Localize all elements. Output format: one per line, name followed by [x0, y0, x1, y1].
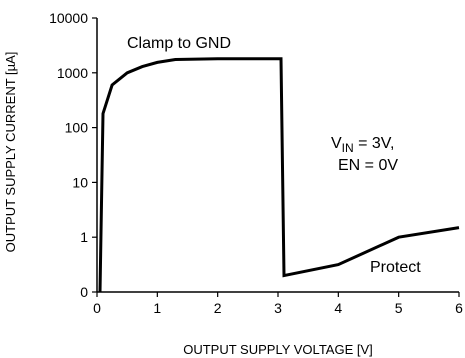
- x-tick-label: 1: [153, 300, 161, 316]
- y-axis-title: OUTPUT SUPPLY CURRENT [µA]: [3, 52, 18, 253]
- x-tick-label: 6: [455, 300, 463, 316]
- annotation-vin-subscript: IN: [342, 141, 354, 155]
- series-line-0: [98, 57, 460, 293]
- annotation-vin-prefix: V: [331, 135, 342, 152]
- annotation-clamp: Clamp to GND: [127, 35, 231, 52]
- x-tick-label: 3: [274, 300, 282, 316]
- x-axis-title: OUTPUT SUPPLY VOLTAGE [V]: [183, 342, 373, 357]
- tick-group: 0 1 10 100 1000 10000 0 1 2 3 4 5 6: [49, 10, 463, 316]
- annotation-protect: Protect: [370, 259, 421, 276]
- annotation-en: EN = 0V: [338, 157, 398, 174]
- y-tick-label: 1000: [57, 65, 88, 81]
- x-tick-label: 5: [395, 300, 403, 316]
- annotation-vin: VIN = 3V,: [331, 135, 394, 155]
- x-tick-label: 0: [93, 300, 101, 316]
- y-tick-label: 1: [80, 229, 88, 245]
- series-group: [98, 57, 460, 293]
- y-tick-label: 0: [80, 284, 88, 300]
- x-tick-label: 4: [334, 300, 342, 316]
- y-tick-label: 100: [65, 120, 89, 136]
- y-tick-label: 10: [72, 174, 88, 190]
- annotation-vin-suffix: = 3V,: [354, 135, 395, 152]
- y-tick-label: 10000: [49, 10, 88, 26]
- x-tick-label: 2: [214, 300, 222, 316]
